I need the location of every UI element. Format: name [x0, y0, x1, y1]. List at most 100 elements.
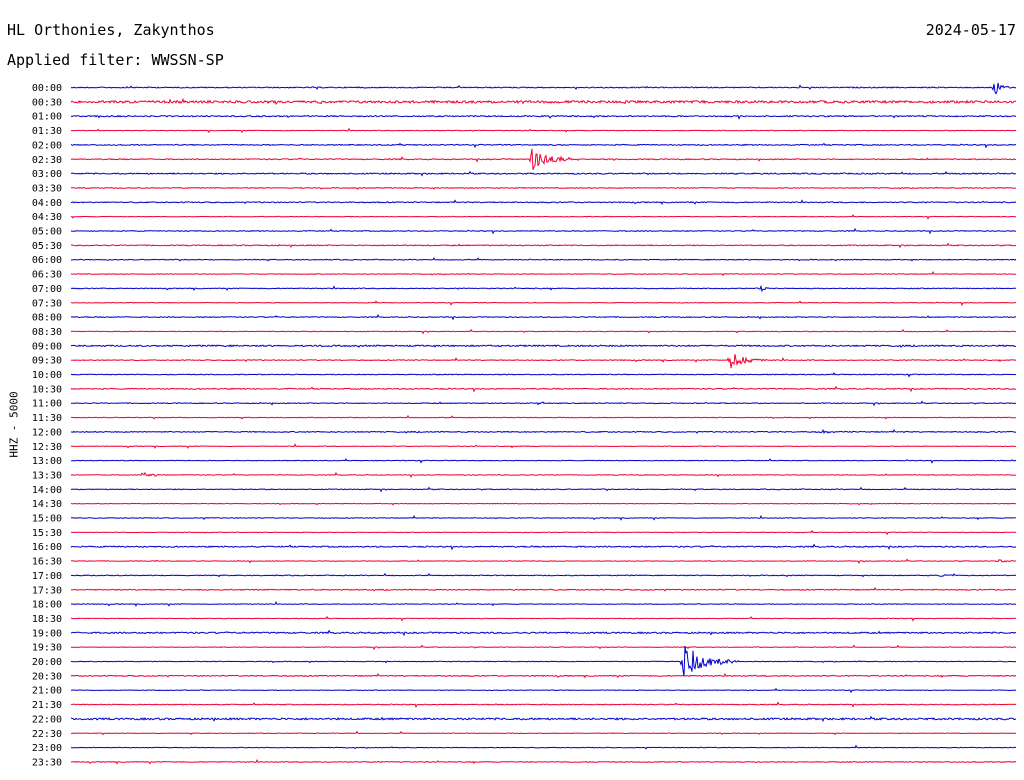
trace-line	[70, 701, 1017, 709]
time-label: 19:00	[32, 628, 62, 639]
time-label: 20:30	[32, 671, 62, 682]
time-label: 22:30	[32, 729, 62, 740]
time-label: 09:00	[32, 341, 62, 352]
time-label: 23:00	[32, 743, 62, 754]
time-label: 04:30	[32, 212, 62, 223]
trace-line	[70, 300, 1017, 307]
time-label: 23:30	[32, 757, 62, 768]
time-label: 07:30	[32, 298, 62, 309]
trace-line	[71, 170, 1017, 177]
trace-line	[70, 82, 1017, 95]
time-label: 00:00	[32, 83, 62, 94]
trace-line	[70, 242, 1017, 249]
time-label: 21:00	[32, 686, 62, 697]
trace-line	[70, 502, 1016, 506]
trace-line	[70, 644, 1017, 651]
time-label: 02:30	[32, 155, 62, 166]
trace-line	[70, 629, 1017, 637]
time-label: 01:30	[32, 126, 62, 137]
trace-line	[70, 443, 1017, 449]
time-label: 06:00	[32, 255, 62, 266]
time-label: 15:30	[32, 528, 62, 539]
trace-line	[70, 257, 1017, 262]
time-label: 03:00	[32, 169, 62, 180]
trace-line	[70, 148, 1016, 171]
trace-line	[70, 601, 1017, 607]
trace-line	[70, 514, 1017, 521]
trace-line	[70, 372, 1017, 378]
trace-line	[70, 458, 1017, 464]
time-label: 08:00	[32, 313, 62, 324]
trace-line	[70, 328, 1017, 335]
time-label: 14:00	[32, 485, 62, 496]
time-label: 17:30	[32, 585, 62, 596]
time-label: 06:30	[32, 270, 62, 281]
time-label: 12:30	[32, 442, 62, 453]
trace-line	[70, 186, 1017, 190]
time-label: 07:00	[32, 284, 62, 295]
time-label: 00:30	[32, 97, 62, 108]
date-label: 2024-05-17	[925, 21, 1016, 39]
trace-line	[70, 715, 1017, 722]
trace-line	[70, 199, 1017, 205]
trace-line	[70, 114, 1017, 120]
time-label: 11:00	[32, 399, 62, 410]
time-label: 18:30	[32, 614, 62, 625]
time-label: 13:00	[32, 456, 62, 467]
time-label: 05:00	[32, 227, 62, 238]
trace-line	[70, 543, 1017, 551]
time-label: 13:30	[32, 470, 62, 481]
time-label: 16:30	[32, 557, 62, 568]
time-label: 09:30	[32, 356, 62, 367]
filter-label: Applied filter: WWSSN-SP	[7, 51, 224, 69]
trace-line	[70, 97, 1017, 106]
trace-line	[70, 314, 1017, 321]
time-label: 15:00	[32, 514, 62, 525]
trace-line	[71, 558, 1017, 564]
time-label: 22:00	[32, 714, 62, 725]
time-label: 14:30	[32, 499, 62, 510]
trace-line	[70, 615, 1017, 622]
trace-line	[70, 758, 1017, 765]
trace-line	[70, 214, 1017, 220]
time-label: 08:30	[32, 327, 62, 338]
time-label: 04:00	[32, 198, 62, 209]
trace-line	[70, 271, 1017, 277]
trace-line	[70, 586, 1017, 592]
trace-line	[70, 354, 1017, 369]
time-label: 10:30	[32, 384, 62, 395]
trace-line	[70, 744, 1017, 750]
trace-line	[70, 344, 1017, 348]
trace-line	[70, 687, 1017, 694]
time-label: 12:00	[32, 427, 62, 438]
trace-line	[70, 142, 1017, 149]
trace-line	[70, 471, 1017, 479]
time-label: 03:30	[32, 183, 62, 194]
time-label: 20:00	[32, 657, 62, 668]
trace-line	[70, 486, 1017, 493]
trace-line	[70, 645, 1017, 677]
trace-line	[71, 428, 1016, 435]
station-title: HL Orthonies, Zakynthos	[7, 21, 215, 39]
trace-line	[70, 284, 1017, 293]
trace-line	[70, 400, 1017, 407]
trace-line	[70, 127, 1017, 134]
trace-line	[71, 414, 1016, 420]
trace-line	[70, 227, 1016, 235]
time-label: 18:00	[32, 600, 62, 611]
trace-line	[70, 730, 1017, 736]
time-label: 16:00	[32, 542, 62, 553]
time-label: 19:30	[32, 643, 62, 654]
time-label: 11:30	[32, 413, 62, 424]
trace-line	[70, 572, 1017, 578]
time-label: 01:00	[32, 112, 62, 123]
trace-line	[70, 385, 1017, 393]
time-label: 02:00	[32, 140, 62, 151]
trace-line	[70, 529, 1017, 536]
trace-line	[70, 672, 1017, 679]
time-label: 05:30	[32, 241, 62, 252]
time-label: 17:00	[32, 571, 62, 582]
time-label: 10:00	[32, 370, 62, 381]
time-label: 21:30	[32, 700, 62, 711]
